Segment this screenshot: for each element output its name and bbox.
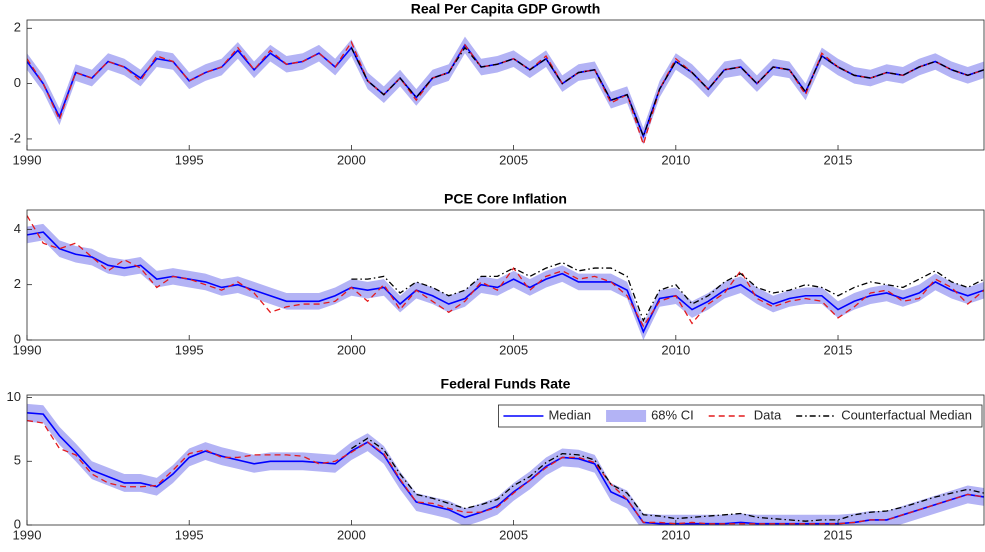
x-tick-label: 2005 bbox=[499, 527, 528, 542]
x-tick-label: 1995 bbox=[175, 152, 204, 167]
legend-item: Data bbox=[708, 407, 782, 422]
subplot: Real Per Capita GDP Growth -2 0 2 1990 1995 20… bbox=[9, 1, 985, 167]
y-tick-label: 0 bbox=[14, 331, 21, 346]
x-tick-label: 2015 bbox=[824, 527, 853, 542]
legend-swatch bbox=[606, 410, 647, 422]
axes-box bbox=[26, 209, 985, 341]
y-tick-label: -2 bbox=[9, 130, 21, 145]
legend-item: Counterfactual Median bbox=[796, 407, 972, 422]
series-line bbox=[27, 419, 984, 525]
plot-area bbox=[27, 215, 984, 340]
x-tick-label: 2000 bbox=[337, 342, 366, 357]
legend-label: Data bbox=[754, 407, 782, 422]
x-tick-label: 1995 bbox=[175, 342, 204, 357]
legend-label: 68% CI bbox=[651, 407, 694, 422]
y-tick-label: 5 bbox=[14, 453, 21, 468]
y-tick-label: 2 bbox=[14, 20, 21, 35]
series-line bbox=[350, 46, 984, 139]
x-tick-label: 2010 bbox=[661, 342, 690, 357]
x-tick-label: 1990 bbox=[13, 527, 42, 542]
series-line bbox=[27, 40, 984, 147]
x-tick-label: 2015 bbox=[824, 342, 853, 357]
subplot: Federal Funds Rate 0 5 10 1990 1995 2000 2005 20… bbox=[7, 376, 985, 542]
ci-band bbox=[27, 223, 984, 340]
x-tick-label: 2010 bbox=[661, 152, 690, 167]
series-line bbox=[351, 437, 984, 522]
x-tick-label: 1990 bbox=[13, 342, 42, 357]
axes-box bbox=[26, 19, 985, 151]
y-tick-label: 2 bbox=[14, 276, 21, 291]
x-tick-label: 2000 bbox=[337, 527, 366, 542]
legend-item: Median bbox=[503, 407, 591, 422]
legend-label: Median bbox=[548, 407, 591, 422]
subplot-title: PCE Core Inflation bbox=[444, 191, 567, 207]
legend: Median 68% CI Data Counterfactual Median bbox=[498, 404, 983, 428]
legend-label: Counterfactual Median bbox=[841, 407, 972, 422]
x-tick-label: 2005 bbox=[499, 152, 528, 167]
y-tick-label: 4 bbox=[14, 221, 21, 236]
ci-band bbox=[27, 36, 984, 145]
series-line bbox=[351, 261, 984, 323]
x-tick-label: 2010 bbox=[661, 527, 690, 542]
legend-item: 68% CI bbox=[606, 407, 694, 422]
series-line bbox=[27, 215, 984, 328]
plot-area bbox=[27, 36, 984, 147]
x-tick-label: 2015 bbox=[824, 152, 853, 167]
y-tick-label: 0 bbox=[14, 516, 21, 531]
axes-box bbox=[26, 394, 985, 526]
subplot: PCE Core Inflation 0 2 4 1990 1995 2000 2005 201… bbox=[13, 191, 985, 357]
y-tick-label: 0 bbox=[14, 75, 21, 90]
plot-area bbox=[27, 403, 984, 525]
y-tick-label: 10 bbox=[7, 389, 21, 404]
subplot-title: Real Per Capita GDP Growth bbox=[411, 1, 601, 17]
x-tick-label: 2005 bbox=[499, 342, 528, 357]
subplot-title: Federal Funds Rate bbox=[441, 376, 571, 392]
x-tick-label: 1990 bbox=[13, 152, 42, 167]
x-tick-label: 2000 bbox=[337, 152, 366, 167]
x-tick-label: 1995 bbox=[175, 527, 204, 542]
